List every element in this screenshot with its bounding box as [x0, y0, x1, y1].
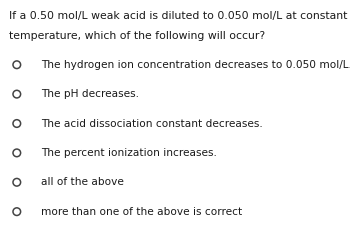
Text: The hydrogen ion concentration decreases to 0.050 mol/L.: The hydrogen ion concentration decreases…	[41, 60, 350, 70]
Text: The acid dissociation constant decreases.: The acid dissociation constant decreases…	[41, 119, 263, 128]
Point	[14, 210, 20, 214]
Text: If a 0.50 mol/L weak acid is diluted to 0.050 mol/L at constant: If a 0.50 mol/L weak acid is diluted to …	[9, 11, 347, 21]
Point	[14, 63, 20, 67]
Point	[14, 122, 20, 125]
Point	[14, 92, 20, 96]
Text: temperature, which of the following will occur?: temperature, which of the following will…	[9, 31, 265, 41]
Point	[14, 180, 20, 184]
Text: The pH decreases.: The pH decreases.	[41, 89, 139, 99]
Text: more than one of the above is correct: more than one of the above is correct	[41, 207, 243, 217]
Text: The percent ionization increases.: The percent ionization increases.	[41, 148, 217, 158]
Text: all of the above: all of the above	[41, 177, 124, 187]
Point	[14, 151, 20, 155]
